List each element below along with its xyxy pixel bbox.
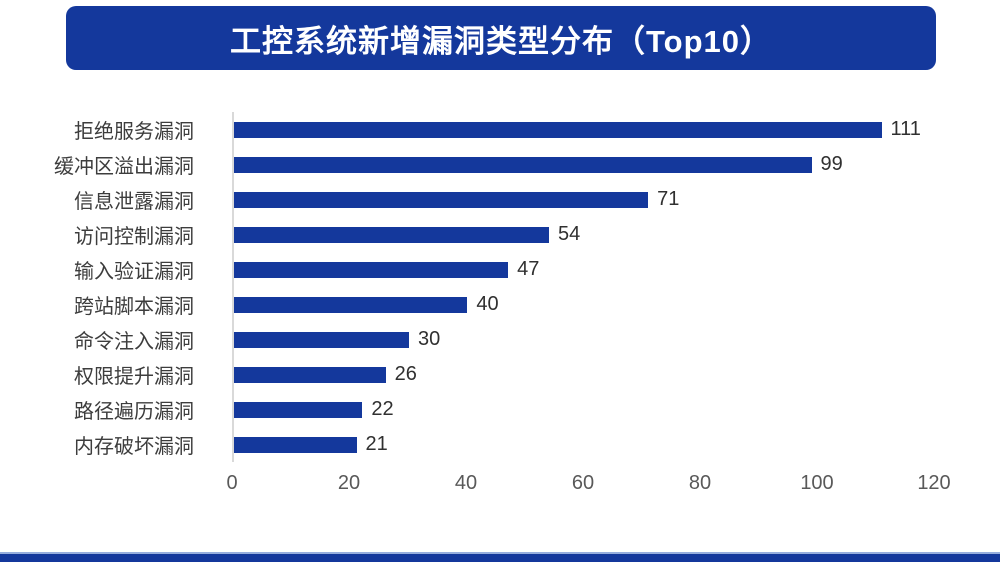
value-label: 71 [657,188,680,210]
value-label: 111 [890,118,921,140]
value-label: 30 [418,328,441,350]
bar-row: 21 [234,427,934,462]
title-banner: 工控系统新增漏洞类型分布（Top10） [66,6,936,70]
category-label: 路径遍历漏洞 [74,401,194,423]
bar-row: 22 [234,392,934,427]
category-label: 访问控制漏洞 [74,226,194,248]
plot-area: 111 99 71 54 47 40 30 26 22 21 [232,112,934,462]
category-labels: 拒绝服务漏洞缓冲区溢出漏洞信息泄露漏洞 访问控制漏洞 输入验证漏洞 跨站脚本漏洞 命令注… [0,112,213,462]
category-label: 跨站脚本漏洞 [74,296,194,318]
x-axis: 0 20 40 60 80 100 120 [226,472,950,500]
x-tick-label: 40 [454,472,478,494]
value-label: 47 [517,258,540,280]
x-tick-label: 0 [226,472,238,494]
x-tick-label: 100 [800,472,834,494]
bar-row: 71 [234,182,934,217]
bar-row: 26 [234,357,934,392]
bar-rows: 111 99 71 54 47 40 30 26 22 21 [234,112,934,462]
x-tick-label: 80 [688,472,712,494]
x-tick-label: 20 [337,472,361,494]
category-label: 内存破坏漏洞 [74,436,194,458]
bar [234,261,509,278]
category-label: 输入验证漏洞 [74,261,194,283]
bar [234,331,409,348]
value-label: 40 [476,293,499,315]
x-tick-label: 120 [917,472,951,494]
bar [234,366,386,383]
bar-row: 40 [234,287,934,322]
category-label: 信息泄露漏洞 [74,191,194,213]
bar [234,401,363,418]
value-label: 26 [394,363,417,385]
bar-row: 30 [234,322,934,357]
bar [234,436,357,453]
chart-title: 工控系统新增漏洞类型分布（Top10） [230,23,772,59]
category-label: 缓冲区溢出漏洞 [54,156,194,178]
footer-strip [0,552,1000,562]
x-tick-label: 60 [571,472,595,494]
bar-row: 47 [234,252,934,287]
category-label: 命令注入漏洞 [74,331,194,353]
category-label: 拒绝服务漏洞 [74,121,194,143]
value-label: 54 [558,223,581,245]
bar [234,226,549,243]
value-label: 99 [820,153,843,175]
bar-row: 54 [234,217,934,252]
bar [234,296,468,313]
value-label: 22 [371,398,394,420]
bar-row: 99 [234,147,934,182]
category-label: 权限提升漏洞 [74,366,194,388]
value-label: 21 [365,433,388,455]
bar-row: 111 [234,112,934,147]
bar [234,191,649,208]
bar [234,121,882,138]
bar [234,156,812,173]
